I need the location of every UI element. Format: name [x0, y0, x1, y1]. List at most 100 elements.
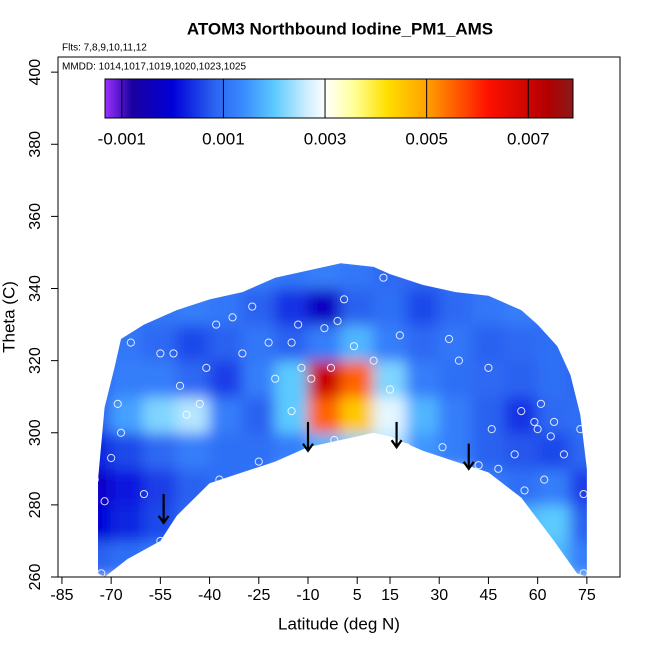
heat-cell	[405, 432, 440, 470]
sample-point	[202, 363, 211, 372]
heat-cell	[438, 263, 473, 290]
sample-point	[215, 475, 224, 484]
sample-point	[536, 399, 546, 409]
sample-point	[195, 399, 204, 409]
heat-cell	[569, 396, 587, 434]
sample-point	[116, 428, 126, 437]
heat-cell	[98, 396, 112, 434]
sample-point	[264, 338, 273, 347]
heat-cell	[209, 396, 243, 434]
heat-cell	[537, 288, 571, 326]
heat-cell	[209, 360, 243, 398]
y-tick-label: 360	[27, 203, 44, 230]
sample-point	[546, 432, 555, 441]
heat-cell	[209, 324, 243, 362]
y-tick-label: 320	[27, 347, 44, 374]
heat-cell	[307, 263, 342, 290]
heat-cell	[537, 396, 571, 434]
y-tick-label: 340	[27, 275, 44, 302]
heat-cell	[307, 360, 342, 398]
heat-cell	[143, 468, 178, 506]
sample-point	[156, 536, 165, 546]
sample-point	[533, 425, 542, 434]
sample-point	[395, 331, 404, 340]
heat-cell	[176, 504, 211, 542]
heat-cell	[110, 360, 145, 398]
heat-cell	[537, 504, 571, 542]
sample-point	[484, 363, 493, 372]
sample-point	[287, 407, 296, 416]
sample-point	[422, 273, 431, 282]
heat-cell	[504, 360, 539, 398]
heat-cell	[98, 432, 112, 470]
heat-cell	[438, 324, 473, 362]
sample-point	[540, 475, 549, 484]
arrow-head	[390, 439, 403, 450]
arrow-head	[462, 461, 475, 471]
heat-cell	[274, 360, 309, 398]
sample-point	[330, 435, 339, 445]
heat-cell	[340, 263, 375, 290]
heat-cell	[471, 263, 506, 290]
heat-cell	[176, 324, 211, 362]
heat-cell	[98, 324, 112, 362]
heat-cell	[537, 360, 571, 398]
heat-cell	[176, 288, 211, 326]
y-tick-label: 400	[27, 59, 44, 86]
sample-point	[454, 356, 464, 365]
sample-point	[228, 313, 237, 322]
y-axis-label: Theta (C)	[0, 281, 18, 353]
sample-point	[494, 464, 503, 473]
colorbar-segment	[548, 79, 574, 118]
heat-cell	[143, 504, 178, 542]
heat-cell	[241, 468, 276, 506]
heat-cell	[143, 432, 178, 470]
sample-point	[379, 273, 388, 282]
sample-point	[520, 486, 529, 495]
x-tick-label: 75	[578, 587, 596, 604]
sample-point	[402, 443, 411, 452]
heat-cell	[373, 360, 407, 398]
heat-cell	[405, 324, 440, 362]
heat-cell	[373, 396, 407, 434]
sample-point	[339, 295, 349, 304]
sample-point	[287, 338, 296, 347]
sample-point	[369, 356, 378, 365]
heat-cell	[471, 468, 506, 506]
x-tick-label: 30	[430, 587, 448, 604]
colorbar-tick-label: 0.007	[507, 129, 550, 148]
sample-point	[271, 374, 280, 383]
heat-cell	[405, 360, 440, 398]
sample-point	[294, 320, 303, 329]
colorbar-segment	[131, 79, 174, 118]
sample-point	[579, 489, 588, 499]
y-tick-label: 300	[27, 419, 44, 446]
colorbar-segment	[355, 79, 387, 118]
sample-point	[333, 316, 342, 326]
heat-cell	[471, 360, 506, 398]
heat-cell	[340, 288, 375, 326]
x-tick-label: -70	[100, 587, 123, 604]
heat-cell	[373, 288, 407, 326]
y-tick-label: 380	[27, 131, 44, 158]
colorbar-tick-label: 0.003	[304, 129, 347, 148]
colorbar-tick-label: 0.001	[202, 129, 245, 148]
heat-cell	[307, 432, 342, 470]
x-tick-label: -25	[247, 587, 270, 604]
heat-cell	[209, 432, 243, 470]
heat-cell	[504, 540, 539, 577]
sample-point	[385, 385, 395, 394]
heat-cell	[143, 288, 178, 326]
heat-cell	[241, 360, 276, 398]
heat-cell	[373, 324, 407, 362]
sample-point	[139, 489, 149, 499]
heat-cell	[569, 324, 587, 362]
heat-cell	[176, 396, 211, 434]
sample-point	[530, 417, 539, 427]
heat-cell	[98, 504, 112, 542]
heat-cell	[504, 288, 539, 326]
heat-cell	[98, 540, 112, 577]
sample-point	[126, 338, 135, 347]
overlay: -0.001 0.001 0.003 0.005 0.007 -85 -70 -55 -40 -2…	[27, 59, 596, 605]
